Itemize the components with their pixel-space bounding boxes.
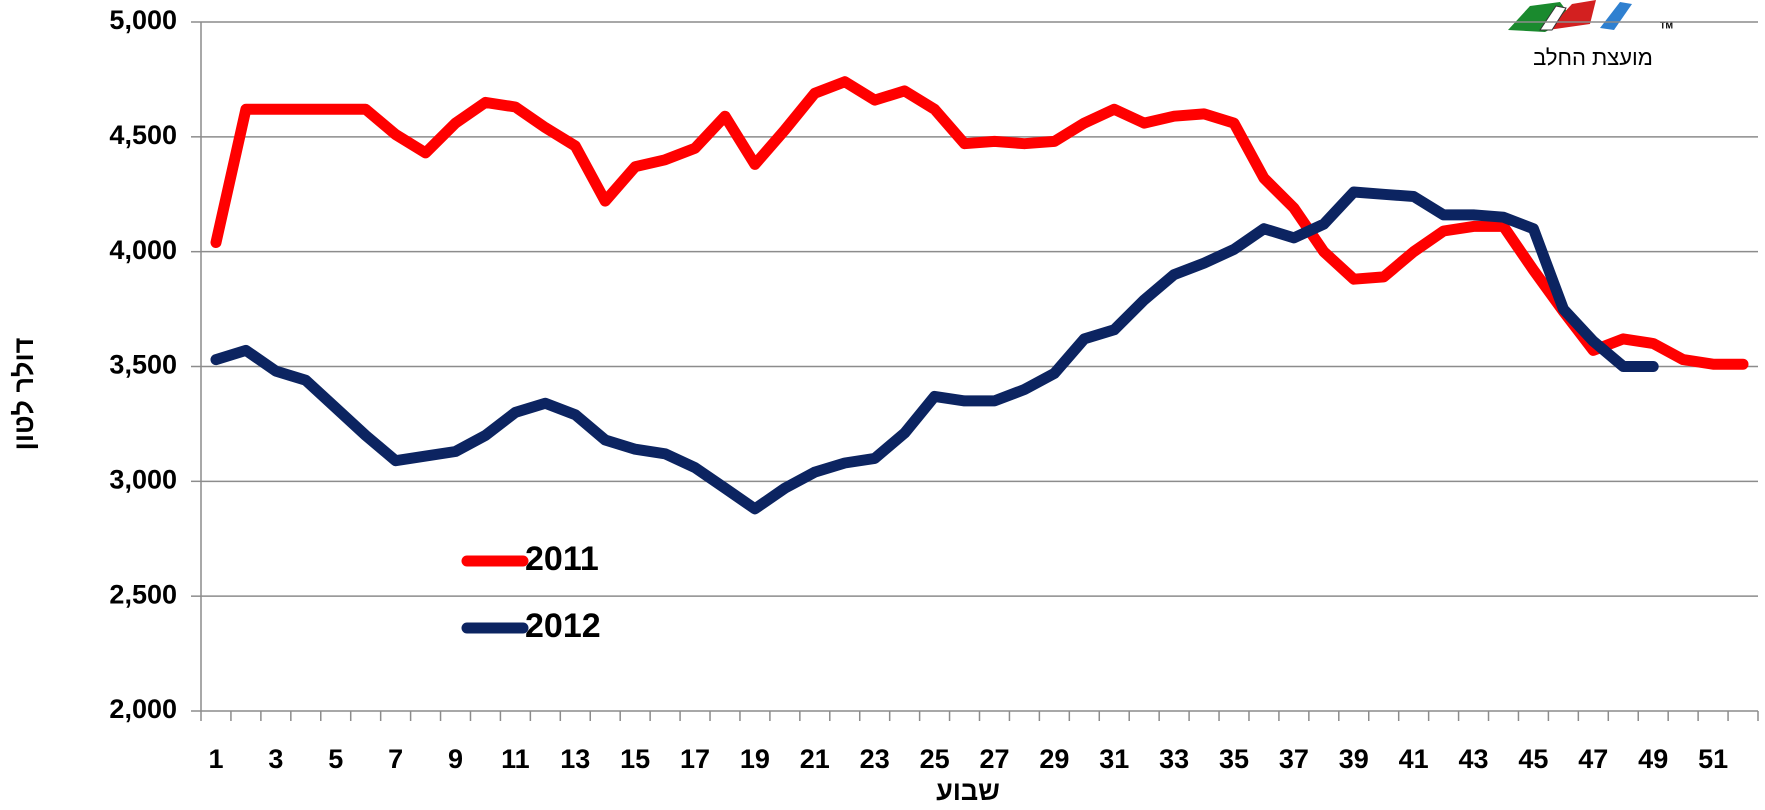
x-tick-label: 1 xyxy=(208,744,223,774)
svg-text:TM: TM xyxy=(1660,20,1673,30)
logo-text: מועצת החלב xyxy=(1533,45,1653,70)
x-tick-label: 13 xyxy=(560,744,590,774)
x-tick-label: 35 xyxy=(1219,744,1249,774)
series-line xyxy=(210,76,1749,370)
y-tick-label: 3,000 xyxy=(109,464,177,494)
x-tick-label: 7 xyxy=(388,744,403,774)
series-line xyxy=(210,186,1659,515)
x-tick-label: 31 xyxy=(1099,744,1129,774)
x-tick-label: 29 xyxy=(1039,744,1069,774)
x-tick-label: 49 xyxy=(1638,744,1668,774)
y-tick-label: 4,500 xyxy=(109,120,177,150)
x-tick-label: 27 xyxy=(979,744,1009,774)
x-tick-label: 25 xyxy=(920,744,950,774)
y-tick-label: 2,000 xyxy=(109,694,177,724)
y-axis-label: דולר לטון xyxy=(9,338,39,451)
x-tick-label: 37 xyxy=(1279,744,1309,774)
x-tick-label: 5 xyxy=(328,744,343,774)
x-tick-label: 3 xyxy=(268,744,283,774)
y-tick-label: 4,000 xyxy=(109,235,177,265)
x-axis-label: שבוע xyxy=(936,776,1000,806)
logo: TM מועצת החלב xyxy=(1508,0,1673,70)
x-tick-label: 15 xyxy=(620,744,650,774)
x-tick-label: 19 xyxy=(740,744,770,774)
y-tick-label: 2,500 xyxy=(109,579,177,609)
x-tick-label: 17 xyxy=(680,744,710,774)
x-tick-label: 23 xyxy=(860,744,890,774)
x-tick-label: 45 xyxy=(1518,744,1548,774)
x-tick-label: 21 xyxy=(800,744,830,774)
legend-label: 2012 xyxy=(525,607,601,645)
x-tick-label: 33 xyxy=(1159,744,1189,774)
legend-label: 2011 xyxy=(525,540,599,578)
x-tick-label: 11 xyxy=(501,744,530,774)
x-tick-label: 41 xyxy=(1399,744,1429,774)
x-tick-label: 39 xyxy=(1339,744,1369,774)
x-tick-label: 43 xyxy=(1459,744,1489,774)
x-tick-label: 51 xyxy=(1698,744,1728,774)
y-tick-label: 5,000 xyxy=(109,5,177,35)
y-tick-label: 3,500 xyxy=(109,350,177,380)
x-tick-label: 47 xyxy=(1578,744,1608,774)
x-tick-label: 9 xyxy=(448,744,463,774)
